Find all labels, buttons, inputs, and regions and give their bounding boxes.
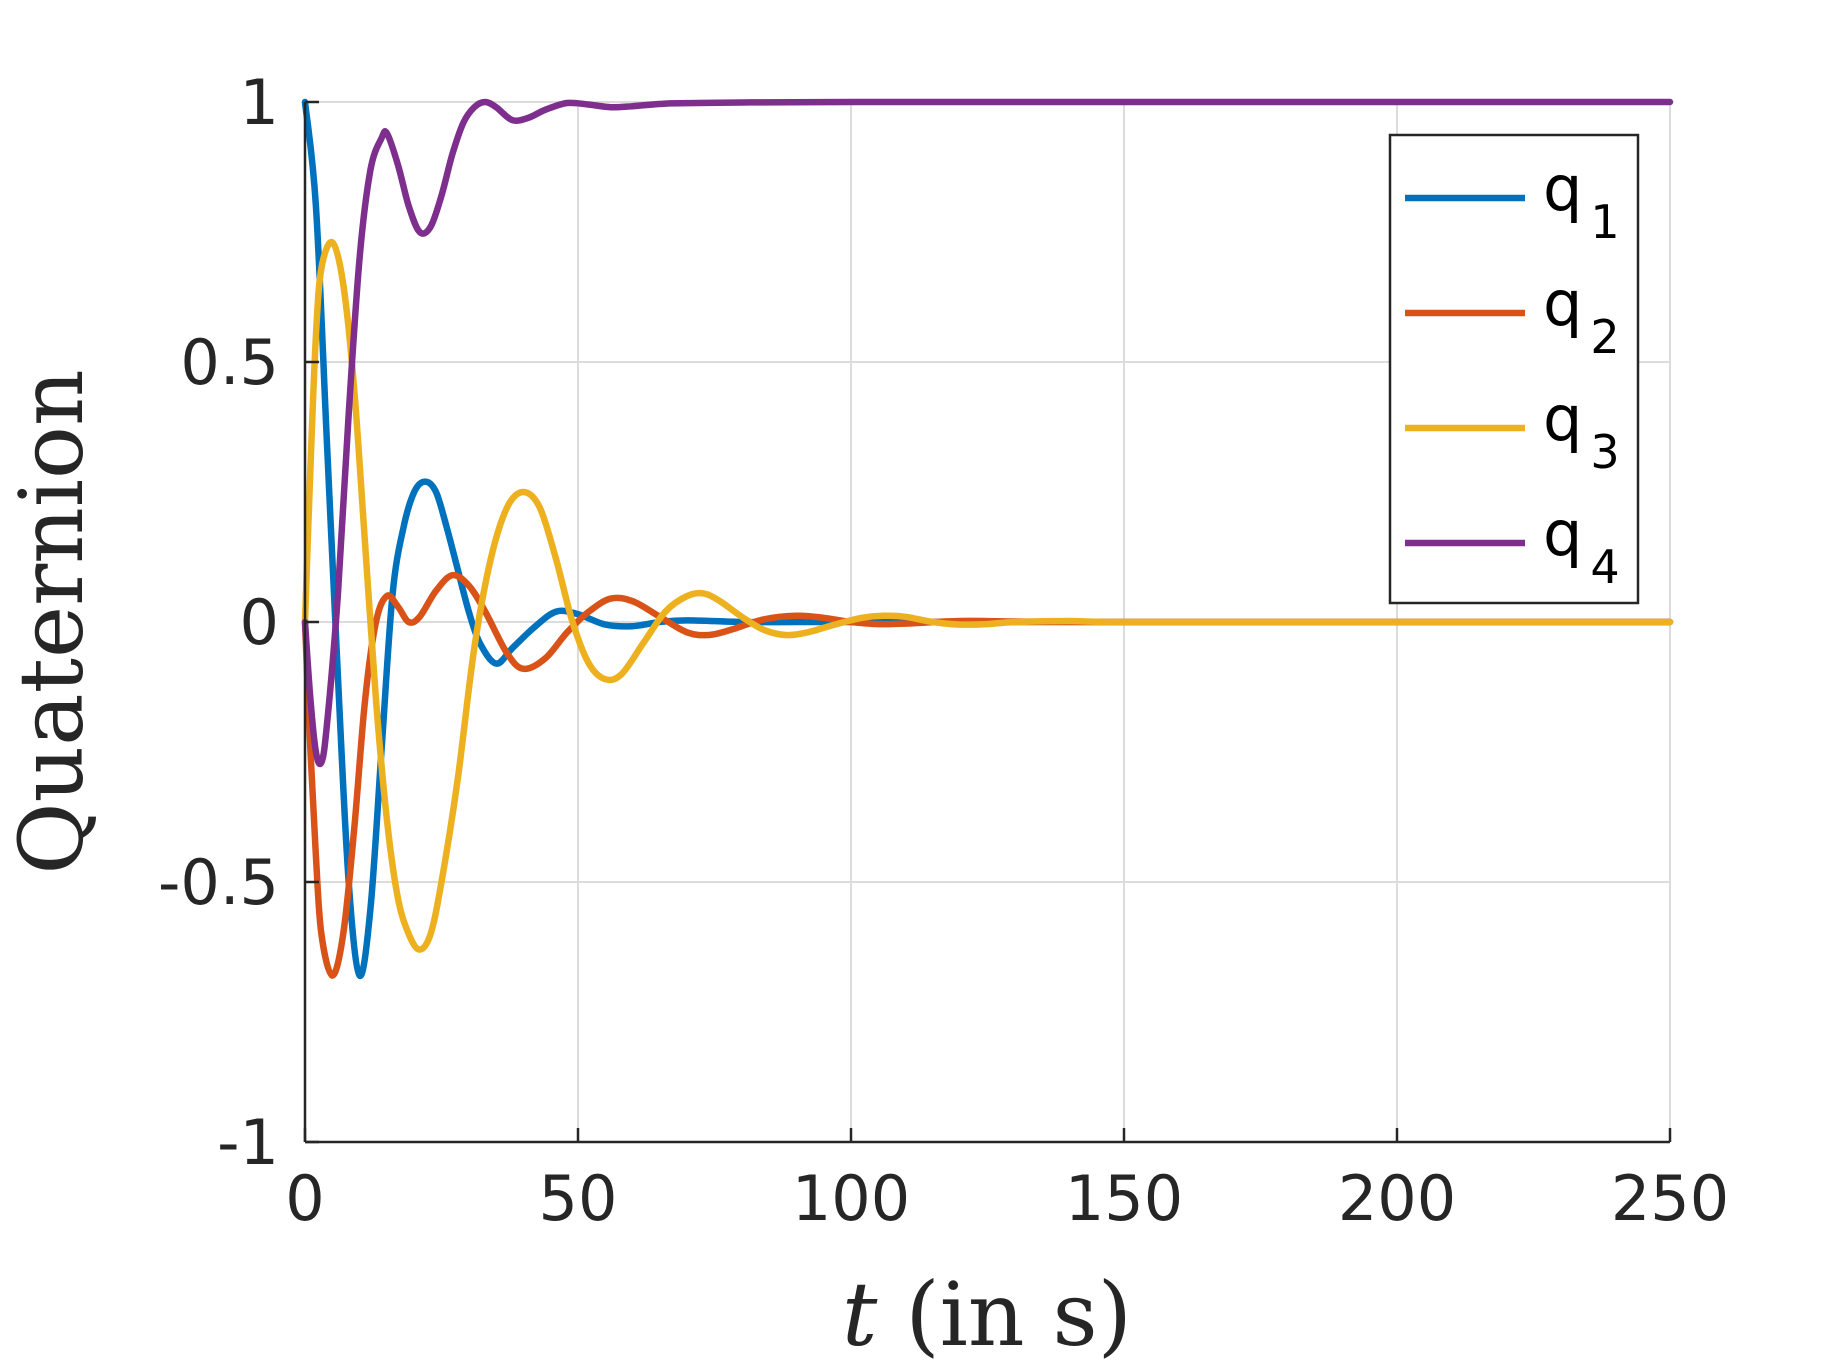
x-tick-label: 0 — [285, 1162, 324, 1235]
series-lines — [301, 98, 1674, 979]
legend-box — [1388, 133, 1640, 605]
legend-label-subscript: 4 — [1590, 540, 1619, 594]
y-tick-label: -0.5 — [158, 846, 279, 919]
x-tick-label: 150 — [1065, 1162, 1183, 1235]
series-line-q2 — [301, 571, 1674, 979]
y-tick-label: 1 — [240, 66, 279, 139]
x-axis-title: t (in s) — [842, 1263, 1132, 1360]
x-tick-label: 200 — [1338, 1162, 1456, 1235]
x-ticks: 0 50 100 150 200 250 — [285, 1128, 1729, 1235]
legend-label-main: q — [1543, 267, 1582, 340]
x-tick-label: 100 — [792, 1162, 910, 1235]
legend-label-main: q — [1543, 152, 1582, 225]
legend-label-subscript: 2 — [1590, 310, 1619, 364]
legend: q 1q 2q 3q 4 — [1388, 133, 1640, 605]
x-tick-label: 50 — [539, 1162, 618, 1235]
y-ticks: -1 -0.5 0 0.5 1 — [158, 66, 319, 1179]
x-tick-label: 250 — [1611, 1162, 1729, 1235]
series-line-q4 — [301, 98, 1674, 768]
legend-label-subscript: 1 — [1590, 195, 1619, 249]
x-axis-title-var: t — [842, 1263, 878, 1360]
y-tick-label: 0 — [240, 586, 279, 659]
series-line-q3 — [301, 238, 1674, 953]
legend-label-main: q — [1543, 382, 1582, 455]
series-line-q1 — [301, 98, 1674, 979]
x-axis-title-unit: (in s) — [877, 1263, 1132, 1360]
legend-label-subscript: 3 — [1590, 425, 1619, 479]
y-tick-label: 0.5 — [180, 326, 279, 399]
y-axis-title: Quaternion — [0, 369, 103, 874]
legend-label-main: q — [1543, 497, 1582, 570]
y-tick-label: -1 — [217, 1106, 279, 1179]
